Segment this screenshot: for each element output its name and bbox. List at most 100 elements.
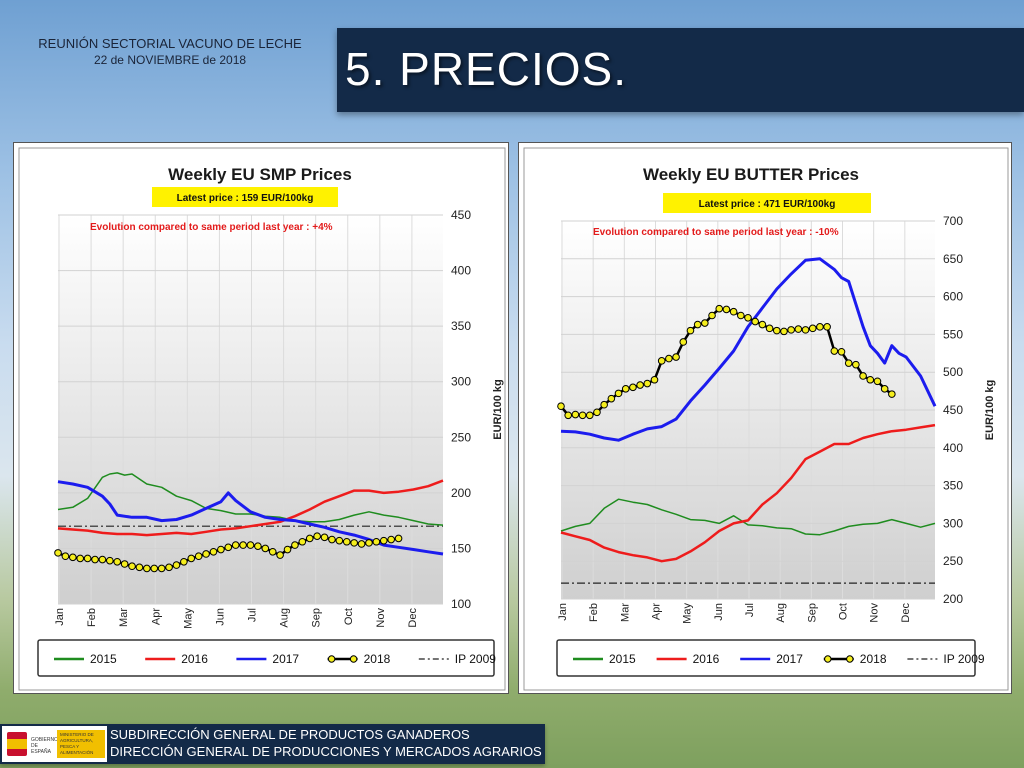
series-2018-point — [621, 385, 630, 393]
legend-marker-2018 — [846, 655, 854, 663]
y-tick-label: 200 — [943, 592, 963, 606]
footer-line-1: SUBDIRECCIÓN GENERAL DE PRODUCTOS GANADE… — [110, 727, 470, 742]
series-2016-line — [560, 423, 936, 563]
x-tick-label: Nov — [375, 608, 387, 628]
series-2018-point — [379, 536, 388, 545]
y-tick-label: 250 — [943, 554, 963, 568]
series-2018-point — [268, 547, 277, 556]
series-2018-point — [372, 537, 381, 546]
series-2018-point — [69, 553, 77, 562]
series-2018-point — [837, 347, 846, 356]
series-2018-point — [98, 555, 107, 564]
y-axis-title: EUR/100 kg — [492, 379, 504, 440]
legend-label: 2018 — [860, 652, 887, 666]
x-tick-label: Mar — [118, 608, 130, 627]
chart-title: Weekly EU BUTTER Prices — [643, 165, 859, 184]
series-2018-point — [780, 327, 788, 336]
series-2018-point — [261, 544, 270, 553]
y-tick-label: 400 — [943, 441, 963, 455]
series-2018-point — [187, 554, 196, 563]
series-2018-point — [61, 552, 70, 561]
series-2018-point — [873, 377, 882, 386]
series-2018-point — [787, 326, 795, 334]
series-2018-point — [239, 541, 247, 549]
series-2018-point — [715, 304, 724, 313]
series-2018-point — [387, 535, 395, 544]
series-2015-line — [560, 498, 936, 536]
y-tick-label: 200 — [451, 486, 471, 500]
series-2018-point — [571, 410, 580, 419]
series-2018-point — [772, 326, 781, 335]
x-tick-label: Jun — [214, 608, 226, 626]
series-2018-point — [708, 311, 716, 320]
x-tick-label: Jun — [713, 603, 725, 621]
footer-banner: GOBIERNO DE ESPAÑA MINISTERIO DE AGRICUL… — [0, 724, 545, 764]
series-2018-point — [394, 534, 403, 543]
series-2018-point — [593, 408, 601, 417]
series-2018-point — [665, 354, 673, 363]
series-2018-point — [305, 534, 314, 543]
evolution-text: Evolution compared to same period last y… — [90, 222, 333, 233]
series-2018-point — [859, 372, 867, 380]
series-2018-point — [801, 326, 810, 334]
series-2018-point — [693, 320, 702, 329]
y-tick-label: 100 — [451, 597, 471, 611]
series-2018-point — [246, 541, 255, 549]
series-2018-point — [557, 402, 565, 411]
series-2018-point — [880, 385, 889, 393]
chart-title: Weekly EU SMP Prices — [168, 165, 352, 184]
series-2018-point — [866, 375, 875, 384]
series-2018-point — [578, 411, 587, 420]
series-2018-point — [823, 323, 831, 331]
x-tick-label: Nov — [869, 603, 881, 623]
series-2018-point — [180, 557, 188, 566]
x-tick-label: Jul — [744, 603, 756, 617]
legend-label: 2016 — [181, 652, 208, 666]
series-2018-point — [150, 564, 159, 573]
series-2018-point — [794, 325, 803, 333]
series-2018-point — [231, 541, 240, 549]
series-2017-line — [560, 257, 937, 442]
series-2018-point — [808, 324, 817, 333]
x-tick-label: Feb — [86, 608, 98, 627]
x-tick-label: May — [182, 608, 194, 629]
legend-label: IP 2009 — [455, 652, 496, 666]
slide-title: 5. PRECIOS. — [345, 43, 627, 95]
chart-frame — [18, 147, 506, 691]
series-2018-point — [357, 540, 366, 548]
series-2018-point — [830, 347, 839, 355]
x-tick-label: Jul — [247, 608, 259, 622]
series-2018-point — [365, 539, 373, 547]
legend-marker-2018 — [349, 655, 358, 663]
butter-chart: Jan Feb Mar Apr May Jun Jul Aug Sep Oct Nov Dec 200 2… — [523, 147, 1009, 691]
legend-label: 2017 — [776, 652, 803, 666]
series-2018-point — [298, 537, 307, 546]
series-2018-point — [165, 563, 173, 572]
series-2018-point — [744, 313, 752, 322]
y-tick-label: 250 — [451, 430, 471, 444]
latest-price-box — [663, 193, 871, 213]
y-tick-label: 150 — [451, 541, 471, 555]
ministry-logo: GOBIERNO DE ESPAÑA MINISTERIO DE AGRICUL… — [2, 726, 107, 762]
series-2018-point — [888, 390, 896, 398]
series-2018-point — [686, 326, 695, 335]
series-2018-point — [342, 537, 351, 546]
y-tick-label: 700 — [943, 214, 963, 228]
series-2018-point — [629, 383, 637, 392]
x-tick-label: Jan — [557, 603, 569, 621]
footer-line-2: DIRECCIÓN GENERAL DE PRODUCCIONES Y MERC… — [110, 744, 542, 759]
x-tick-label: Aug — [775, 603, 787, 623]
series-2018-point — [607, 394, 616, 403]
x-tick-label: Jan — [54, 608, 66, 626]
series-2018-point — [194, 552, 203, 561]
series-2018-point — [328, 535, 336, 544]
legend-label: 2017 — [272, 652, 299, 666]
logo-ministry-text: MINISTERIO DE AGRICULTURA, PESCA Y ALIME… — [57, 730, 105, 758]
series-2016-line — [57, 479, 444, 537]
x-tick-label: Feb — [588, 603, 600, 622]
latest-price-text: Latest price : 159 EUR/100kg — [177, 193, 314, 204]
slide-title-banner: 5. PRECIOS. — [337, 28, 1024, 112]
x-tick-label: Sep — [311, 608, 323, 628]
y-tick-label: 450 — [943, 403, 963, 417]
y-tick-label: 300 — [451, 375, 471, 389]
